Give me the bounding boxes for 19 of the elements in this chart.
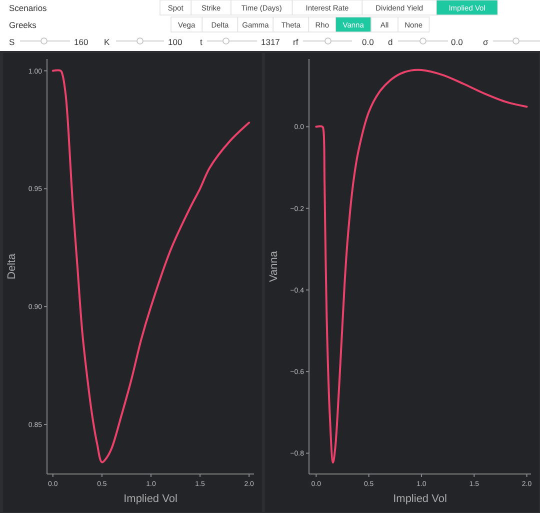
text: 160 — [74, 37, 88, 47]
x-axis-title: Implied Vol — [124, 493, 178, 505]
y-axis-title: Delta — [6, 252, 18, 280]
line-series — [315, 69, 528, 464]
line-series — [52, 70, 250, 464]
text: 0.0 — [451, 37, 464, 47]
text: d — [388, 37, 393, 47]
text: S — [9, 37, 15, 47]
text: 100 — [168, 37, 182, 47]
text: t — [200, 37, 203, 47]
text: rf — [293, 37, 299, 47]
text: 0.0 — [362, 37, 374, 47]
text: Scenarios — [9, 3, 47, 13]
text: Greeks — [9, 20, 36, 30]
text: σ — [483, 37, 489, 47]
text: K — [104, 37, 110, 47]
y-axis-title: Vanna — [268, 250, 280, 282]
text: 1317 — [261, 37, 280, 47]
x-axis-title: Implied Vol — [393, 493, 447, 505]
